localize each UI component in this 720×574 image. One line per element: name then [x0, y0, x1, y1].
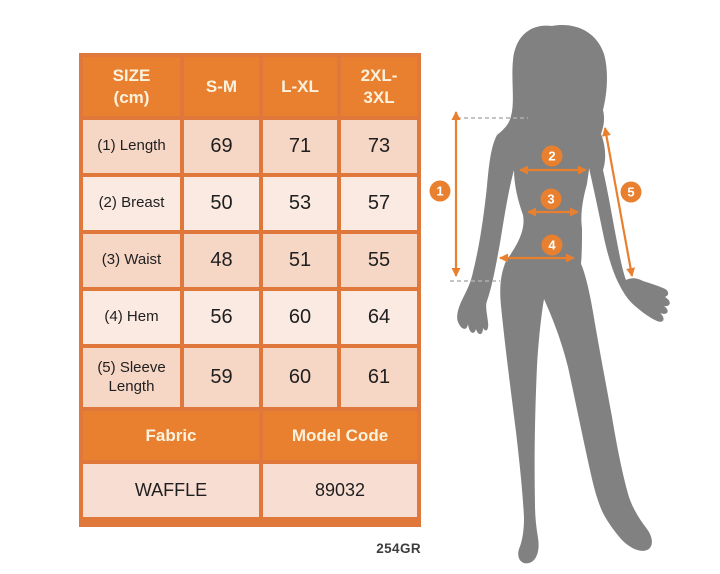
marker-4: 4	[541, 234, 563, 256]
fabric-header: Fabric	[83, 411, 259, 460]
breast-2xl3xl: 57	[341, 177, 417, 230]
model-code-header: Model Code	[263, 411, 417, 460]
row-label-length: (1) Length	[83, 120, 180, 173]
breast-lxl: 53	[263, 177, 337, 230]
size-table: SIZE (cm) S-M L-XL 2XL-3XL (1) Length 69…	[79, 53, 421, 527]
length-sm: 69	[184, 120, 259, 173]
sleeve-2xl3xl: 61	[341, 348, 417, 407]
waist-2xl3xl: 55	[341, 234, 417, 287]
marker-1: 1	[429, 180, 451, 202]
row-label-breast: (2) Breast	[83, 177, 180, 230]
svg-text:3: 3	[547, 192, 554, 207]
sleeve-measure-arrow	[602, 127, 635, 277]
column-header-2xl3xl: 2XL-3XL	[341, 57, 417, 116]
svg-text:2: 2	[548, 149, 555, 164]
length-2xl3xl: 73	[341, 120, 417, 173]
body-silhouette-figure	[457, 25, 670, 564]
row-label-hem: (4) Hem	[83, 291, 180, 344]
waist-lxl: 51	[263, 234, 337, 287]
waist-sm: 48	[184, 234, 259, 287]
length-lxl: 71	[263, 120, 337, 173]
row-label-sleeve-length: (5) Sleeve Length	[83, 348, 180, 407]
model-code-value: 89032	[263, 464, 417, 517]
product-code-note: 254GR	[376, 541, 421, 556]
row-label-waist: (3) Waist	[83, 234, 180, 287]
hem-lxl: 60	[263, 291, 337, 344]
marker-3: 3	[540, 188, 562, 210]
measurement-diagram: 1 2 3 4 5	[429, 25, 670, 564]
hem-sm: 56	[184, 291, 259, 344]
size-unit-header: SIZE (cm)	[83, 57, 180, 116]
fabric-value: WAFFLE	[83, 464, 259, 517]
column-header-lxl: L-XL	[263, 57, 337, 116]
sleeve-lxl: 60	[263, 348, 337, 407]
svg-text:5: 5	[627, 185, 634, 200]
svg-text:4: 4	[548, 238, 556, 253]
column-header-sm: S-M	[184, 57, 259, 116]
hem-2xl3xl: 64	[341, 291, 417, 344]
breast-sm: 50	[184, 177, 259, 230]
marker-5: 5	[620, 181, 642, 203]
marker-2: 2	[541, 145, 563, 167]
sleeve-sm: 59	[184, 348, 259, 407]
svg-text:1: 1	[436, 184, 443, 199]
